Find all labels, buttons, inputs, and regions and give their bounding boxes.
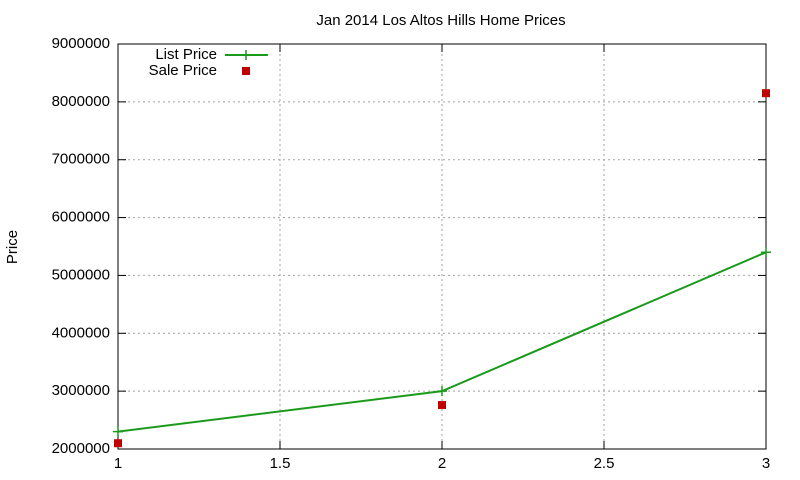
y-tick-label: 3000000 [52, 382, 110, 399]
x-tick-label: 2.5 [594, 455, 615, 472]
legend-marker [241, 50, 251, 60]
plot-border [117, 43, 767, 450]
y-tick-label: 8000000 [52, 93, 110, 110]
point-marker [438, 401, 446, 410]
y-tick-label: 6000000 [52, 209, 110, 226]
x-tick-label: 2 [438, 455, 446, 472]
legend-label: List Price [155, 46, 217, 63]
legend-label: Sale Price [149, 62, 217, 79]
y-tick-label: 5000000 [52, 266, 110, 283]
point-marker [113, 426, 123, 437]
x-tick-label: 3 [762, 455, 770, 472]
x-tick-label: 1.5 [270, 455, 291, 472]
y-tick-label: 9000000 [52, 35, 110, 52]
legend-marker [242, 67, 250, 75]
y-axis-label: Price [4, 230, 21, 264]
x-tick-label: 1 [114, 455, 122, 472]
y-tick-label: 7000000 [52, 151, 110, 168]
y-tick-label: 2000000 [52, 440, 110, 457]
point-marker [761, 247, 771, 258]
y-tick-label: 4000000 [52, 324, 110, 341]
point-marker [114, 439, 122, 448]
point-marker [437, 386, 447, 397]
point-marker [762, 89, 770, 98]
chart-title: Jan 2014 Los Altos Hills Home Prices [316, 12, 565, 29]
